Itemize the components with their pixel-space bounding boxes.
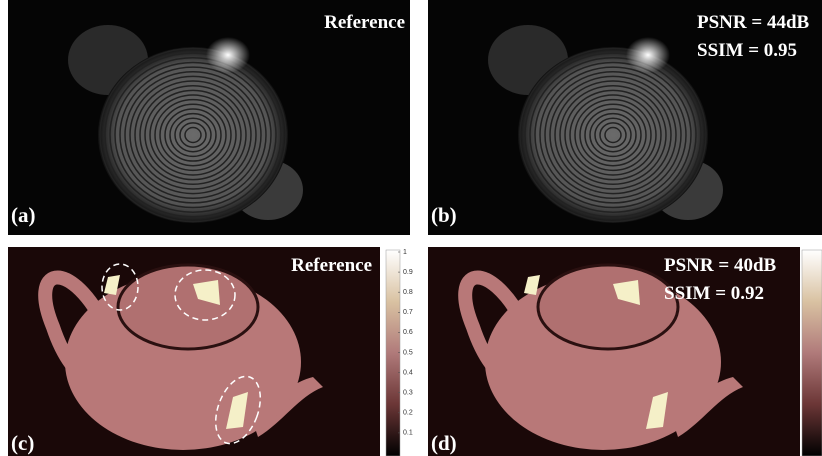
annotation: Reference <box>324 12 405 33</box>
colorbar-tick-label: 0.7 <box>403 309 413 316</box>
colorbar-tick-label: 0.3 <box>403 390 413 397</box>
colorbar-tick-label: 0.2 <box>403 410 413 417</box>
panel-tag: (d) <box>431 431 457 455</box>
colorbar-tick-label: 1 <box>403 249 407 256</box>
annotation: PSNR = 44dB <box>697 12 810 33</box>
colorbar-tick-label: 0.6 <box>403 329 413 336</box>
figure: Reference (a) PSNR = 44dB SSIM = 0.95 (b… <box>0 0 822 456</box>
panel-tag: (b) <box>431 203 457 227</box>
colorbar-tick-label: 0.4 <box>403 369 413 376</box>
colorbar-tick-label: 0.8 <box>403 289 413 296</box>
annotation: PSNR = 40dB <box>664 255 777 276</box>
colorbar <box>386 250 400 456</box>
colorbar-tick-label: 0.5 <box>403 349 413 356</box>
panel-tag: (a) <box>11 203 36 227</box>
annotation: Reference <box>291 255 372 276</box>
panel-tag: (c) <box>11 431 34 455</box>
annotation: SSIM = 0.92 <box>664 283 764 304</box>
colorbar <box>802 250 822 456</box>
annotation: SSIM = 0.95 <box>697 40 797 61</box>
colorbar-tick-label: 0.1 <box>403 430 413 437</box>
colorbar-tick-label: 0.9 <box>403 269 413 276</box>
